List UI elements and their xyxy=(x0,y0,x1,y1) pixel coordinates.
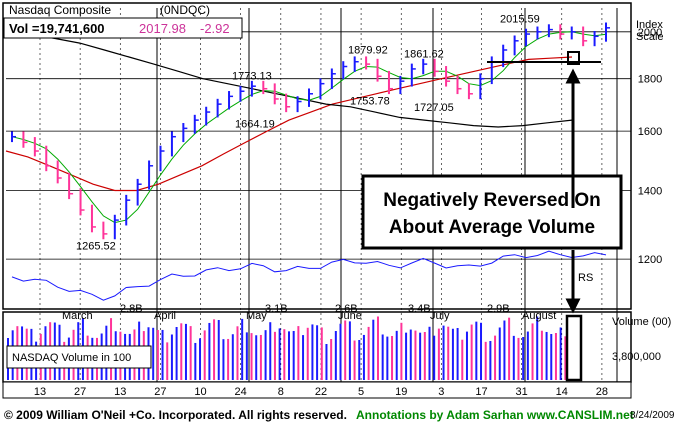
volume-marker-box xyxy=(565,314,583,382)
volume-annotation: 2.6B xyxy=(335,303,358,315)
volume-axis-title: Volume (00) xyxy=(612,316,671,328)
y-tick-label: 1800 xyxy=(638,74,662,86)
month-label: June xyxy=(338,310,362,322)
price-annotation: 1861.62 xyxy=(404,49,444,61)
x-tick-label: 5 xyxy=(358,386,364,398)
volume-readout: Vol =19,741,600 xyxy=(9,21,105,36)
x-tick-label: 8 xyxy=(278,386,284,398)
y-tick-label: 1400 xyxy=(638,186,662,198)
x-tick-label: 22 xyxy=(315,386,327,398)
month-label: April xyxy=(154,310,176,322)
footer-credit: Annotations by Adam Sarhan www.CANSLIM.n… xyxy=(356,408,634,422)
rs-line: RS xyxy=(11,250,607,301)
annotation-line2: About Average Volume xyxy=(389,217,595,238)
y-tick-label: 1200 xyxy=(638,254,662,266)
month-label: July xyxy=(430,310,450,322)
price-annotation: 1753.78 xyxy=(350,95,390,107)
x-tick-label: 28 xyxy=(596,386,608,398)
axis-title-line1: Index xyxy=(636,19,663,31)
ma-50-line xyxy=(5,56,573,192)
price-annotation: 1265.52 xyxy=(76,240,116,252)
x-tick-label: 3 xyxy=(438,386,444,398)
volume-legend-box xyxy=(6,345,152,369)
footer-date: 8/24/2009 xyxy=(630,410,675,421)
month-label: August xyxy=(522,310,556,322)
last-price: 2017.98 xyxy=(139,21,186,36)
annotation-line1: Negatively Reversed On xyxy=(383,190,601,211)
rs-polyline xyxy=(11,250,607,301)
date-axis-frame xyxy=(2,381,632,399)
x-tick-label: 27 xyxy=(74,386,86,398)
price-annotation: 2015.59 xyxy=(500,13,540,25)
footer-copyright: © 2009 William O'Neil +Co. Incorporated.… xyxy=(4,408,347,422)
price-annotation: 1879.92 xyxy=(348,44,388,56)
price-change: -2.92 xyxy=(200,21,230,36)
annotation-box xyxy=(361,174,623,250)
y-tick-label: 2000 xyxy=(638,27,662,39)
x-tick-label: 14 xyxy=(556,386,568,398)
price-annotations: 2015.59 1879.92 1861.62 1773.13 1753.78 1727.… xyxy=(76,13,540,252)
index-name: Nasdaq Composite xyxy=(9,3,111,17)
axis-title-line2: Scale xyxy=(636,31,664,43)
volume-annotation: 2.8B xyxy=(120,303,143,315)
month-label: March xyxy=(62,310,93,322)
x-tick-label: 10 xyxy=(194,386,206,398)
volume-axis-value: 3,800,000 xyxy=(612,351,661,363)
price-annotation: 1727.05 xyxy=(414,102,454,114)
volume-annotation: 2.9B xyxy=(487,303,510,315)
x-tick-label: 13 xyxy=(114,386,126,398)
y-tick-label: 1600 xyxy=(638,126,662,138)
price-annotation: 1664.19 xyxy=(235,119,275,131)
x-tick-label: 31 xyxy=(516,386,528,398)
rs-label: RS xyxy=(578,272,593,284)
x-tick-label: 19 xyxy=(395,386,407,398)
index-symbol: (0NDQC) xyxy=(160,3,210,17)
month-label: May xyxy=(246,310,267,322)
x-tick-label: 27 xyxy=(154,386,166,398)
volume-legend: NASDAQ Volume in 100 xyxy=(12,352,131,364)
price-annotation: 1773.13 xyxy=(232,70,272,82)
x-tick-label: 24 xyxy=(235,386,247,398)
price-panel-frame xyxy=(2,2,632,310)
reversal-marker-box xyxy=(567,51,580,65)
volume-annotation: 3.4B xyxy=(408,303,431,315)
header-box xyxy=(3,17,243,39)
x-tick-label: 13 xyxy=(34,386,46,398)
volume-annotation: 3.1B xyxy=(265,303,288,315)
x-tick-label: 17 xyxy=(475,386,487,398)
